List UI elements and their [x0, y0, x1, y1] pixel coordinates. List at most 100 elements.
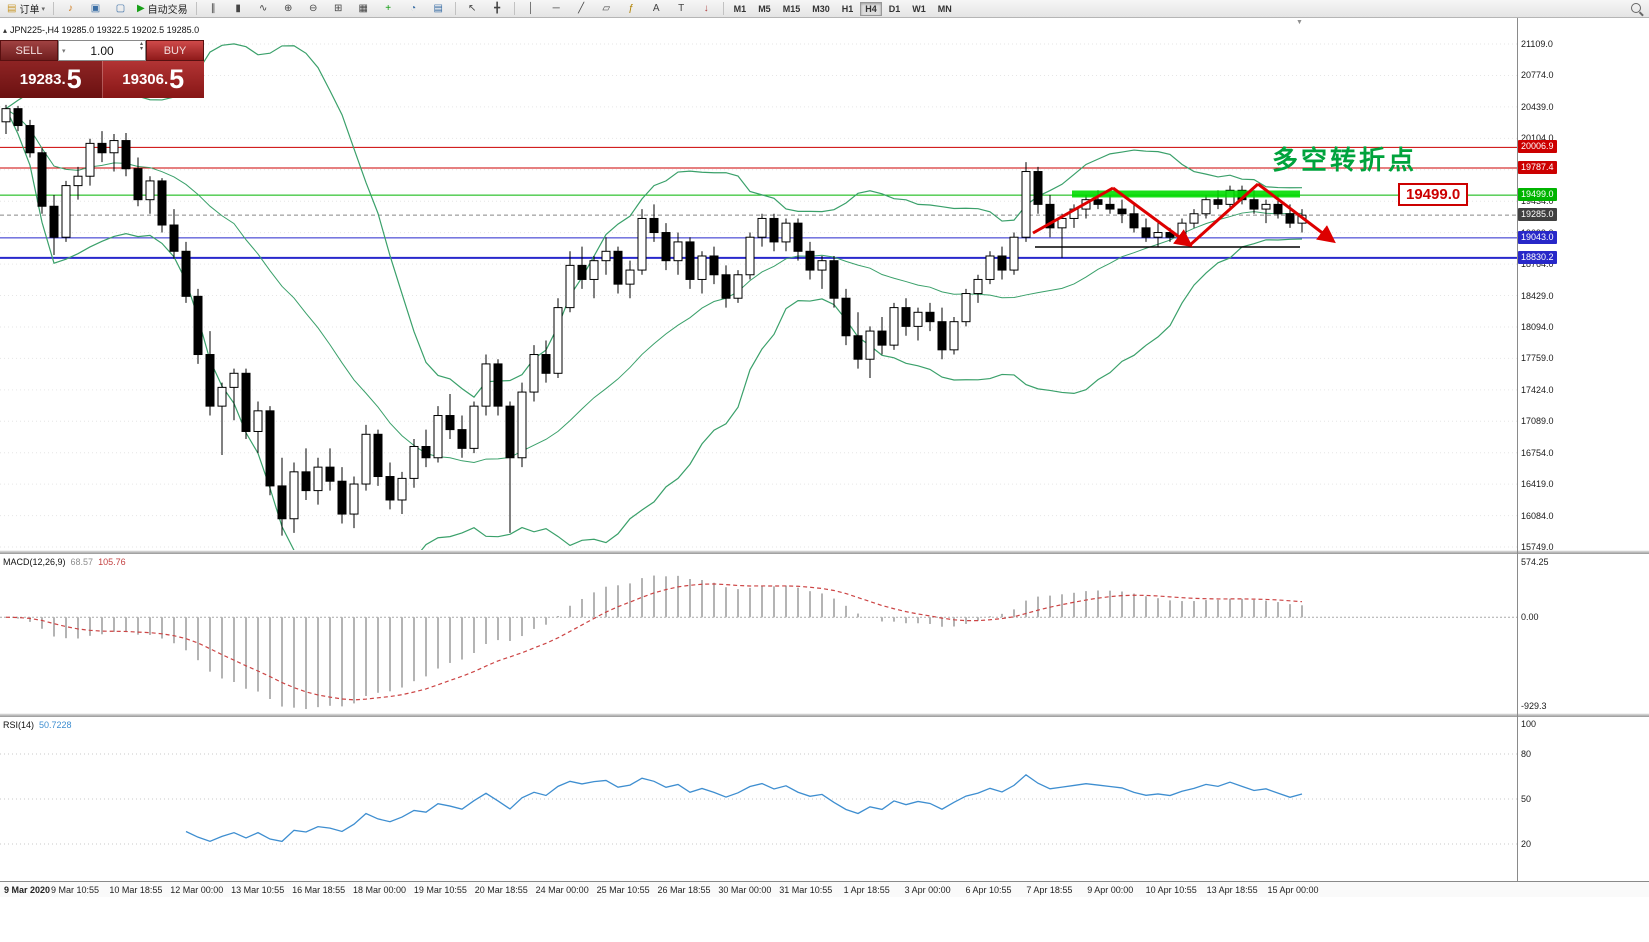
y-axis-label: 16419.0	[1521, 479, 1554, 490]
collapse-trade-panel-icon[interactable]: ▴	[3, 26, 8, 35]
time-axis[interactable]: 9 Mar 2020 9 Mar 10:55 10 Mar 18:55 12 Mar …	[0, 881, 1649, 897]
navigator-icon[interactable]: ▢	[109, 0, 132, 17]
sell-button[interactable]: SELL	[0, 40, 58, 61]
tab-timeframe-m5[interactable]: M5	[758, 3, 771, 14]
buy-button[interactable]: BUY	[146, 40, 204, 61]
x-axis-label: 25 Mar 10:55	[596, 885, 650, 895]
tab-timeframe-w1[interactable]: W1	[912, 3, 926, 14]
arrange-windows-icon[interactable]: ▦	[352, 0, 375, 17]
macd-indicator-label: MACD(12,26,9) 68.57 105.76	[3, 557, 126, 567]
text-icon: A	[652, 2, 660, 14]
line-chart-icon: ∿	[258, 2, 268, 14]
x-axis-label: 12 Mar 00:00	[170, 885, 224, 895]
y-axis-label: 17424.0	[1521, 384, 1554, 395]
macd-panel[interactable]	[0, 555, 1517, 713]
macd-axis-label: 574.25	[1521, 557, 1549, 568]
vertical-line-icon: │	[528, 2, 535, 14]
tab-timeframe-h4[interactable]: H4	[860, 1, 882, 16]
x-axis-label: 10 Apr 10:55	[1145, 885, 1197, 895]
sell-price-main: 19283.	[19, 71, 66, 88]
x-axis-label: 13 Apr 18:55	[1206, 885, 1258, 895]
y-axis-label: 15749.0	[1521, 542, 1554, 552]
tab-timeframe-h1[interactable]: H1	[841, 3, 854, 14]
trendline-icon[interactable]: ╱	[570, 0, 593, 17]
tab-timeframe-m1[interactable]: M1	[733, 3, 747, 14]
trade-buttons-row: SELL ▾ 1.00 ▴ ▾ BUY	[0, 40, 204, 61]
volume-field[interactable]: ▾ 1.00 ▴ ▾	[58, 40, 146, 61]
rsi-axis-label: 50	[1521, 794, 1532, 804]
bar-chart-icon: ∥	[210, 2, 216, 14]
sell-price[interactable]: 19283. 5	[0, 61, 102, 98]
rsi-panel[interactable]	[0, 718, 1517, 880]
toolbar-separator	[513, 2, 515, 15]
one-click-trading-panel: SELL ▾ 1.00 ▴ ▾ BUY 19283. 5 19306. 5	[0, 40, 204, 98]
zoom-in-icon[interactable]: ⊕	[277, 0, 300, 17]
tab-timeframe-m15[interactable]: M15	[782, 3, 801, 14]
y-axis-label: 16754.0	[1521, 447, 1554, 458]
tile-windows-icon: ⊞	[333, 2, 343, 14]
alerts-icon[interactable]: ♪	[59, 0, 82, 17]
toolbar: ▤ 订单 ▾ ♪ ▣ ▢ ▶ 自动交易 ∥ ▮ ∿ ⊕ ⊖ ⊞ ▦ + ◔ ▤ ↖ ╋ │ ─ ╱ ▱ ƒ A T ↓ M1 M5 M15 M…	[0, 0, 1649, 18]
autotrade-button: ▶	[136, 2, 145, 14]
tile-windows-icon[interactable]: ⊞	[327, 0, 350, 17]
price-chart[interactable]	[0, 18, 1517, 550]
y-axis-label: 20104.0	[1521, 133, 1554, 144]
crosshair-icon[interactable]: ╋	[486, 0, 509, 17]
channel-icon[interactable]: ▱	[595, 0, 618, 17]
autotrade-button[interactable]: ▶ 自动交易	[134, 0, 191, 17]
spin-up-icon[interactable]: ▴	[139, 41, 143, 47]
indicators-add-icon: +	[385, 2, 392, 14]
y-axis-label: 19434.0	[1521, 196, 1554, 207]
price-level-badge: 19043.0	[1518, 230, 1557, 244]
candlestick-chart-icon[interactable]: ▮	[227, 0, 250, 17]
text-icon[interactable]: A	[645, 0, 668, 17]
new-order-button: ▤	[7, 2, 17, 14]
toolbar-separator	[195, 2, 197, 15]
label-icon[interactable]: T	[670, 0, 693, 17]
new-order-button[interactable]: ▤ 订单 ▾	[4, 0, 48, 17]
fibonacci-icon[interactable]: ƒ	[620, 0, 643, 17]
zoom-out-icon[interactable]: ⊖	[302, 0, 325, 17]
y-axis-label: 18429.0	[1521, 290, 1554, 301]
spin-down-icon[interactable]: ▾	[139, 46, 143, 53]
search-icon[interactable]	[1631, 3, 1641, 13]
line-chart-icon[interactable]: ∿	[252, 0, 275, 17]
buy-price[interactable]: 19306. 5	[101, 61, 204, 98]
indicators-add-icon[interactable]: +	[377, 0, 400, 17]
macd-name: MACD(12,26,9)	[3, 557, 66, 567]
toolbar-separator	[722, 2, 724, 15]
tab-timeframe-mn[interactable]: MN	[937, 3, 952, 14]
dropdown-arrow-icon: ▾	[41, 5, 45, 13]
periods-icon[interactable]: ◔	[402, 0, 425, 17]
chart-shift-marker[interactable]: ▼	[1296, 19, 1303, 26]
arrows-tool-icon: ↓	[703, 2, 709, 14]
arrange-windows-icon: ▦	[358, 2, 368, 14]
x-axis-label: 6 Apr 10:55	[965, 885, 1012, 895]
rsi-indicator-label: RSI(14) 50.7228	[3, 720, 72, 730]
tab-timeframe-m30[interactable]: M30	[812, 3, 830, 14]
x-axis-label: 15 Apr 00:00	[1267, 885, 1319, 895]
price-level-badge: 18830.2	[1518, 250, 1557, 264]
cursor-icon[interactable]: ↖	[461, 0, 484, 17]
x-axis-label: 9 Mar 2020	[4, 885, 51, 895]
navigator-icon: ▢	[115, 2, 126, 14]
tab-timeframe-d1[interactable]: D1	[888, 3, 901, 14]
arrows-tool-icon[interactable]: ↓	[695, 0, 718, 17]
panel-splitter[interactable]	[0, 713, 1649, 717]
sell-price-big-digit: 5	[66, 64, 82, 94]
templates-icon[interactable]: ▤	[427, 0, 450, 17]
bar-chart-icon[interactable]: ∥	[202, 0, 225, 17]
y-axis-label: 20439.0	[1521, 101, 1554, 112]
rsi-name: RSI(14)	[3, 720, 35, 730]
vertical-line-icon[interactable]: │	[520, 0, 543, 17]
templates-icon: ▤	[433, 2, 443, 14]
trendline-icon: ╱	[578, 2, 585, 14]
y-axis-label: 20774.0	[1521, 70, 1554, 81]
market-watch-icon[interactable]: ▣	[84, 0, 107, 17]
x-axis-label: 10 Mar 18:55	[109, 885, 163, 895]
price-level-badge: 19499.0	[1518, 188, 1557, 202]
panel-splitter[interactable]	[0, 550, 1649, 554]
volume-dropdown-icon[interactable]: ▾	[62, 47, 66, 55]
horizontal-line-icon[interactable]: ─	[545, 0, 568, 17]
volume-stepper[interactable]: ▴ ▾	[139, 41, 143, 53]
